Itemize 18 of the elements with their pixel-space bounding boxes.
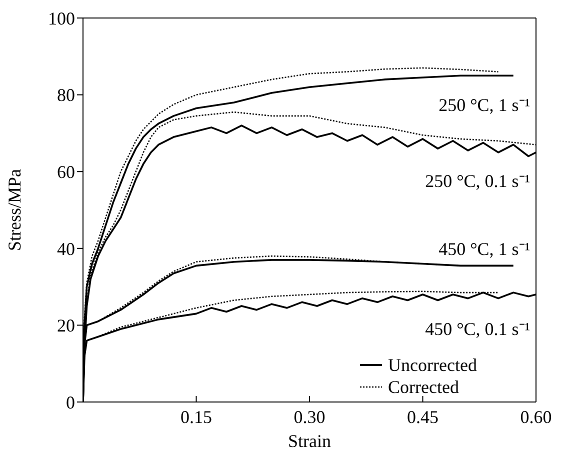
y-tick-label: 80 (57, 85, 75, 106)
x-axis-title: Strain (288, 431, 331, 451)
x-tick-label: 0.45 (407, 406, 438, 427)
y-tick-label: 60 (57, 162, 75, 182)
y-tick-label: 40 (57, 238, 75, 259)
annotation: 250 °C, 1 s⁻¹ (438, 94, 530, 116)
x-tick-label: 0.60 (520, 406, 552, 427)
annotation: 250 °C, 0.1 s⁻¹ (425, 170, 530, 192)
legend-label: Corrected (388, 376, 460, 398)
y-tick-label: 20 (57, 316, 75, 336)
y-axis-title: Stress/MPa (4, 168, 24, 252)
x-tick-label: 0.30 (294, 406, 326, 427)
legend-label: Uncorrected (388, 354, 477, 376)
y-tick-label: 0 (66, 392, 75, 412)
annotation: 450 °C, 0.1 s⁻¹ (425, 318, 530, 340)
annotation: 450 °C, 1 s⁻¹ (438, 238, 530, 260)
x-tick-label: 0.15 (180, 406, 212, 427)
y-tick-label: 100 (48, 8, 75, 28)
